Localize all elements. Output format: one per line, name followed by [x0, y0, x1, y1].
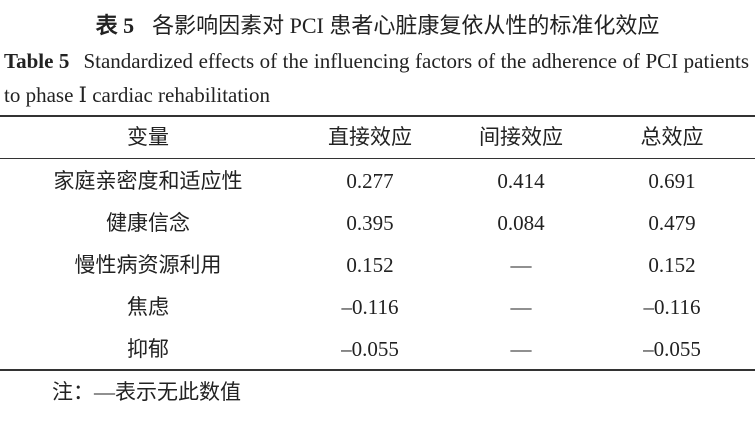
table-cell: –0.116 [341, 295, 399, 319]
caption-zh-label: 表 5 [95, 13, 135, 38]
table-cell: 0.395 [346, 211, 394, 235]
caption-en-label: Table 5 [4, 49, 70, 73]
table-cell: 慢性病资源利用 [74, 253, 222, 277]
table-cell: 0.152 [648, 253, 696, 277]
header-cell: 直接效应 [328, 125, 412, 149]
table-cell: 健康信念 [106, 211, 190, 235]
caption-zh: 表 5 各影响因素对 PCI 患者心脏康复依从性的标准化效应 [0, 8, 755, 40]
caption-zh-title: 各影响因素对 PCI 患者心脏康复依从性的标准化效应 [152, 13, 660, 38]
table-cell: — [510, 295, 532, 319]
caption-en: Table 5 Standardized effects of the influ… [4, 44, 749, 112]
table-cell: 0.414 [497, 169, 545, 193]
note: 注：—表示无此数值 [52, 380, 241, 404]
table-cell: –0.116 [643, 295, 701, 319]
table-cell: — [510, 253, 532, 277]
table-cell: 家庭亲密度和适应性 [53, 169, 243, 193]
table-cell: 抑郁 [127, 337, 169, 361]
header-cell: 总效应 [640, 125, 704, 149]
table-cell: 焦虑 [127, 295, 169, 319]
top-rule [0, 115, 755, 117]
table-cell: 0.277 [346, 169, 394, 193]
header-cell: 变量 [127, 125, 169, 149]
table-cell: –0.055 [643, 337, 701, 361]
table-cell: 0.084 [497, 211, 545, 235]
table-cell: 0.691 [648, 169, 696, 193]
header-cell: 间接效应 [479, 125, 563, 149]
caption-en-title: Standardized effects of the influencing … [4, 49, 749, 107]
table-cell: 0.479 [648, 211, 696, 235]
table-cell: –0.055 [341, 337, 399, 361]
bottom-rule [0, 369, 755, 371]
header-rule [0, 158, 755, 159]
table-cell: — [510, 337, 532, 361]
table-cell: 0.152 [346, 253, 394, 277]
